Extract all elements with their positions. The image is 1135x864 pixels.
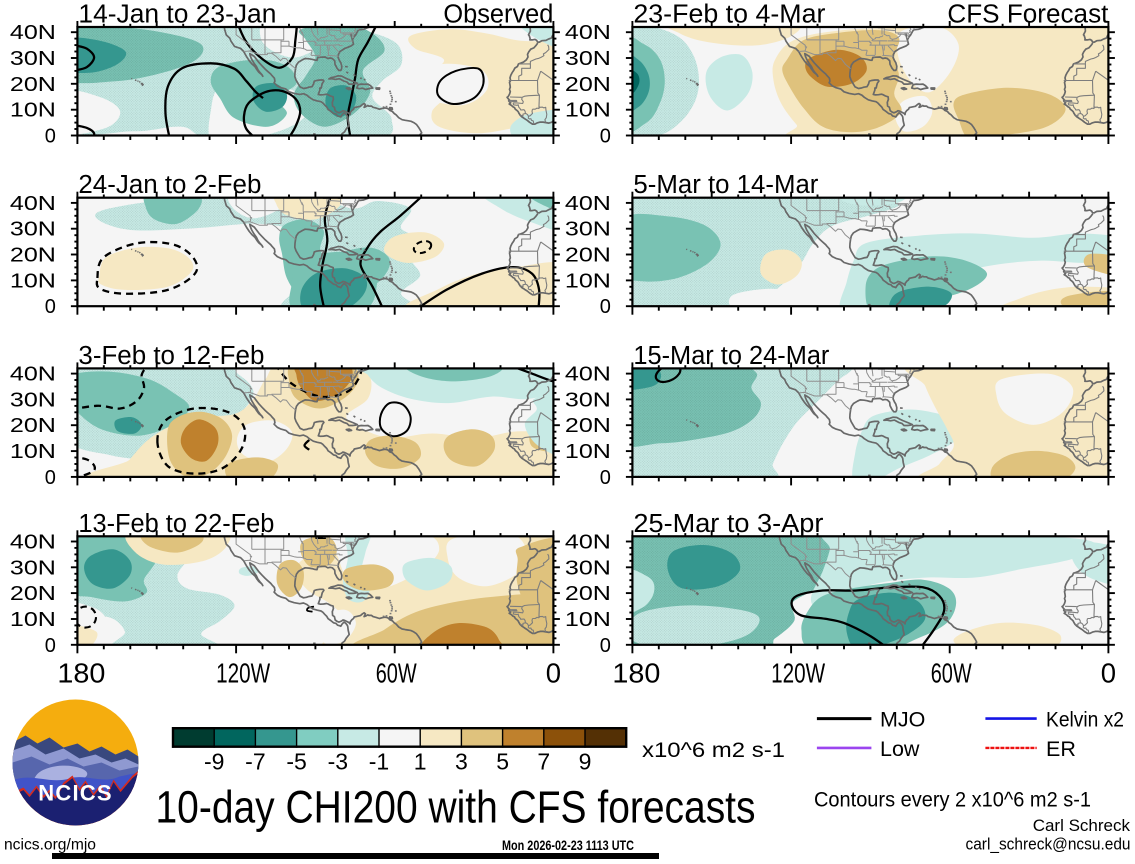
- svg-text:Observed: Observed: [443, 1, 553, 29]
- svg-text:5-Mar to 14-Mar: 5-Mar to 14-Mar: [633, 171, 819, 199]
- svg-text:0: 0: [45, 467, 56, 489]
- svg-text:10N: 10N: [565, 609, 611, 631]
- svg-text:40N: 40N: [565, 364, 611, 386]
- svg-text:20N: 20N: [565, 415, 611, 437]
- svg-text:60W: 60W: [931, 657, 972, 688]
- svg-text:NCICS: NCICS: [38, 781, 112, 806]
- svg-text:180: 180: [57, 657, 105, 688]
- svg-text:ER: ER: [1046, 737, 1076, 761]
- svg-text:10N: 10N: [10, 609, 56, 631]
- svg-text:0: 0: [600, 635, 611, 657]
- svg-text:40N: 40N: [565, 532, 611, 554]
- svg-text:7: 7: [537, 749, 550, 775]
- svg-text:30N: 30N: [565, 389, 611, 411]
- svg-text:25-Mar to 3-Apr: 25-Mar to 3-Apr: [633, 510, 824, 538]
- svg-text:30N: 30N: [10, 48, 56, 70]
- svg-text:-9: -9: [204, 749, 224, 775]
- svg-text:3: 3: [455, 749, 468, 775]
- svg-text:0: 0: [45, 126, 56, 148]
- svg-text:9: 9: [579, 749, 592, 775]
- svg-text:30N: 30N: [10, 557, 56, 579]
- svg-text:-5: -5: [286, 749, 306, 775]
- svg-text:0: 0: [45, 296, 56, 318]
- svg-text:Mon 2026-02-23 1113 UTC: Mon 2026-02-23 1113 UTC: [502, 838, 634, 853]
- svg-text:ncics.org/mjo: ncics.org/mjo: [4, 837, 96, 854]
- svg-text:20N: 20N: [565, 74, 611, 96]
- svg-text:15-Mar to 24-Mar: 15-Mar to 24-Mar: [633, 342, 829, 370]
- svg-text:10N: 10N: [10, 270, 56, 292]
- svg-text:10-day CHI200 with CFS forecas: 10-day CHI200 with CFS forecasts: [156, 782, 756, 833]
- svg-text:30N: 30N: [565, 219, 611, 241]
- svg-text:40N: 40N: [10, 22, 56, 44]
- svg-text:30N: 30N: [565, 557, 611, 579]
- svg-text:0: 0: [546, 657, 561, 688]
- svg-text:20N: 20N: [10, 583, 56, 605]
- svg-text:120W: 120W: [216, 657, 270, 688]
- svg-text:20N: 20N: [10, 74, 56, 96]
- svg-text:10N: 10N: [10, 100, 56, 122]
- svg-text:40N: 40N: [10, 193, 56, 215]
- svg-text:40N: 40N: [565, 193, 611, 215]
- svg-text:carl_schreck@ncsu.edu: carl_schreck@ncsu.edu: [966, 836, 1131, 854]
- svg-text:60W: 60W: [376, 657, 417, 688]
- svg-text:14-Jan to 23-Jan: 14-Jan to 23-Jan: [78, 1, 276, 29]
- svg-text:10N: 10N: [10, 441, 56, 463]
- svg-text:-7: -7: [245, 749, 265, 775]
- svg-text:x10^6 m2 s-1: x10^6 m2 s-1: [642, 738, 785, 762]
- svg-text:23-Feb to 4-Mar: 23-Feb to 4-Mar: [633, 1, 826, 29]
- svg-text:0: 0: [600, 126, 611, 148]
- svg-text:0: 0: [600, 467, 611, 489]
- svg-text:Low: Low: [880, 737, 920, 761]
- svg-text:30N: 30N: [565, 48, 611, 70]
- svg-text:40N: 40N: [10, 532, 56, 554]
- svg-text:40N: 40N: [565, 22, 611, 44]
- svg-text:Kelvin x2: Kelvin x2: [1046, 708, 1124, 732]
- svg-text:30N: 30N: [10, 389, 56, 411]
- svg-text:0: 0: [600, 296, 611, 318]
- svg-text:MJO: MJO: [880, 708, 925, 732]
- svg-text:24-Jan to 2-Feb: 24-Jan to 2-Feb: [78, 171, 261, 199]
- svg-text:20N: 20N: [565, 245, 611, 267]
- svg-text:-1: -1: [369, 749, 389, 775]
- svg-text:3-Feb to 12-Feb: 3-Feb to 12-Feb: [78, 342, 264, 370]
- svg-text:10N: 10N: [565, 270, 611, 292]
- svg-text:20N: 20N: [10, 245, 56, 267]
- svg-text:13-Feb to 22-Feb: 13-Feb to 22-Feb: [78, 510, 274, 538]
- svg-text:180: 180: [612, 657, 660, 688]
- svg-text:5: 5: [496, 749, 509, 775]
- svg-text:30N: 30N: [10, 219, 56, 241]
- svg-text:0: 0: [45, 635, 56, 657]
- svg-text:10N: 10N: [565, 100, 611, 122]
- svg-text:40N: 40N: [10, 364, 56, 386]
- svg-text:10N: 10N: [565, 441, 611, 463]
- svg-text:1: 1: [414, 749, 427, 775]
- svg-text:20N: 20N: [565, 583, 611, 605]
- svg-text:0: 0: [1101, 657, 1116, 688]
- svg-text:-3: -3: [328, 749, 348, 775]
- svg-text:CFS Forecast: CFS Forecast: [947, 1, 1108, 29]
- svg-text:Carl Schreck: Carl Schreck: [1033, 816, 1131, 835]
- svg-text:120W: 120W: [771, 657, 825, 688]
- svg-text:20N: 20N: [10, 415, 56, 437]
- svg-text:Contours every 2 x10^6 m2 s-1: Contours every 2 x10^6 m2 s-1: [814, 788, 1091, 812]
